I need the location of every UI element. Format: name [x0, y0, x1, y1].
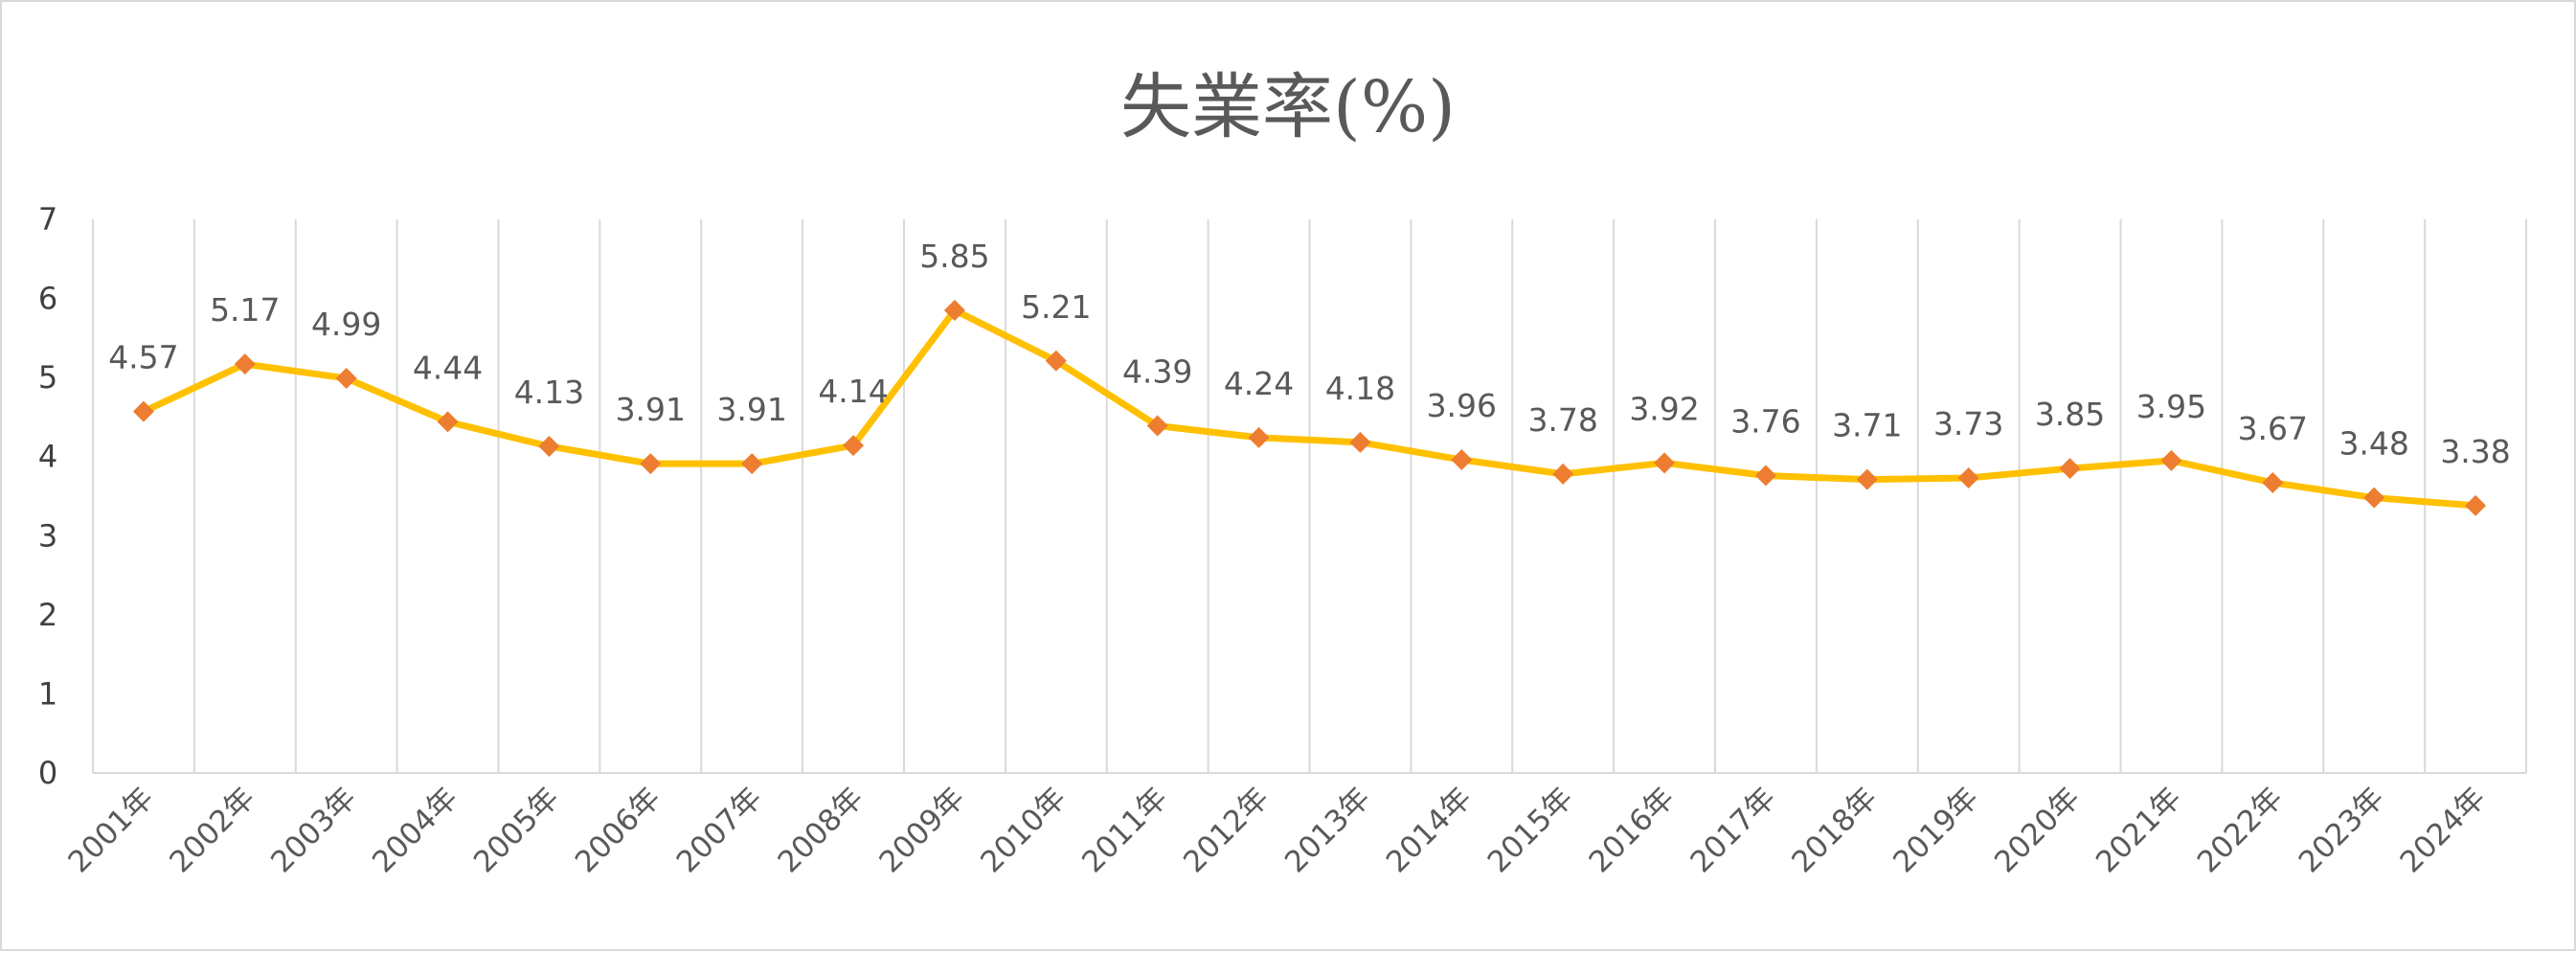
- series-layer: [132, 299, 2487, 516]
- x-tick-label: 2015年: [1481, 781, 1580, 879]
- data-label: 3.91: [716, 391, 786, 428]
- data-point-marker: [1146, 415, 1168, 437]
- x-tick-label: 2019年: [1887, 781, 1985, 879]
- data-label: 3.95: [2136, 388, 2206, 425]
- data-point-marker: [1349, 431, 1371, 453]
- y-tick-label: 5: [38, 359, 57, 396]
- x-tick-label: 2021年: [2090, 781, 2188, 879]
- data-label: 4.24: [1224, 365, 1294, 402]
- data-label: 4.57: [108, 339, 178, 376]
- data-label: 5.17: [210, 291, 280, 329]
- grid-layer: [92, 219, 2527, 773]
- data-label: 3.67: [2238, 410, 2308, 447]
- x-tick-label: 2011年: [1075, 781, 1174, 879]
- x-tick-label: 2009年: [872, 781, 971, 879]
- y-tick-label: 0: [38, 755, 57, 791]
- data-label: 3.96: [1427, 387, 1497, 424]
- data-point-marker: [1856, 468, 1878, 490]
- data-label: 3.48: [2339, 425, 2408, 463]
- y-tick-label: 4: [38, 439, 57, 475]
- data-point-marker: [1045, 350, 1067, 372]
- data-label: 4.44: [413, 349, 483, 386]
- data-label: 3.73: [1933, 405, 2003, 442]
- y-tick-label: 7: [38, 201, 57, 238]
- x-tick-label: 2001年: [61, 781, 160, 879]
- x-tick-label: 2005年: [467, 781, 566, 879]
- data-label: 3.91: [616, 391, 686, 428]
- data-point-marker: [741, 453, 763, 475]
- data-point-marker: [2059, 458, 2081, 480]
- x-tick-label: 2007年: [670, 781, 769, 879]
- data-label: 3.38: [2440, 433, 2510, 470]
- data-label: 4.13: [514, 374, 584, 411]
- x-tick-label: 2006年: [569, 781, 667, 879]
- label-layer: 4.57 5.17 4.99 4.44 4.13 3.91 3.91 4.14 5.85 5.21…: [108, 238, 2511, 470]
- x-tick-label: 2017年: [1683, 781, 1782, 879]
- data-point-marker: [1957, 467, 1979, 489]
- data-point-marker: [1552, 463, 1574, 485]
- data-label: 3.92: [1629, 390, 1699, 427]
- data-point-marker: [1754, 465, 1776, 487]
- data-label: 4.99: [311, 306, 381, 343]
- data-point-marker: [1451, 449, 1473, 471]
- y-tick-label: 6: [38, 281, 57, 317]
- data-label: 3.71: [1832, 407, 1902, 444]
- data-point-marker: [2465, 494, 2487, 516]
- x-tick-label: 2014年: [1380, 781, 1479, 879]
- data-label: 4.14: [818, 373, 888, 410]
- data-point-marker: [2160, 449, 2182, 471]
- data-point-marker: [437, 411, 459, 433]
- data-point-marker: [1248, 426, 1270, 448]
- x-tick-label: 2018年: [1785, 781, 1884, 879]
- data-label: 5.21: [1021, 288, 1091, 326]
- x-tick-label: 2016年: [1583, 781, 1682, 879]
- x-tick-label: 2010年: [974, 781, 1073, 879]
- x-tick-label: 2024年: [2394, 781, 2493, 879]
- data-label: 4.18: [1325, 370, 1395, 407]
- y-tick-label: 1: [38, 675, 57, 712]
- data-point-marker: [1654, 452, 1676, 474]
- x-tick-label: 2012年: [1177, 781, 1276, 879]
- x-tick-label: 2008年: [772, 781, 870, 879]
- data-point-marker: [538, 435, 560, 457]
- data-point-marker: [335, 367, 357, 389]
- chart-title: 失業率(%): [1120, 66, 1456, 148]
- x-tick-label: 2022年: [2191, 781, 2290, 879]
- data-point-marker: [234, 353, 256, 375]
- x-tick-label: 2023年: [2293, 781, 2391, 879]
- y-tick-label: 3: [38, 517, 57, 554]
- y-tick-label: 2: [38, 597, 57, 633]
- data-label: 3.78: [1527, 401, 1597, 439]
- series-line: [140, 306, 2479, 510]
- data-point-marker: [2262, 471, 2284, 493]
- data-label: 5.85: [919, 238, 989, 275]
- data-label: 3.76: [1730, 403, 1800, 441]
- x-tick-label: 2020年: [1988, 781, 2087, 879]
- data-point-marker: [843, 435, 865, 457]
- x-tick-label: 2013年: [1278, 781, 1377, 879]
- data-point-marker: [2363, 487, 2385, 509]
- data-label: 4.39: [1122, 353, 1192, 391]
- x-tick-label: 2003年: [264, 781, 363, 879]
- data-point-marker: [640, 453, 662, 475]
- x-tick-label: 2002年: [163, 781, 261, 879]
- data-point-marker: [132, 400, 154, 422]
- x-tick-label: 2004年: [366, 781, 464, 879]
- data-label: 3.85: [2035, 396, 2105, 433]
- data-point-marker: [943, 299, 965, 321]
